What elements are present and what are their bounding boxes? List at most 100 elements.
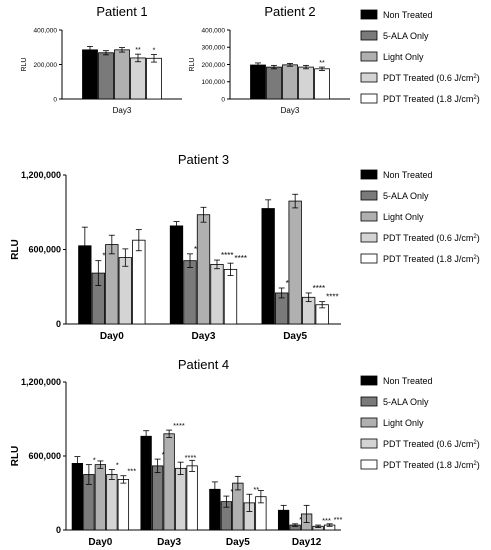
legend-label: PDT Treated (1.8 J/cm2) (383, 94, 480, 104)
significance-label: **** (326, 293, 338, 302)
legend-label-text: 5-ALA Only (383, 31, 429, 41)
significance-label: * (153, 47, 156, 54)
legend-swatch (360, 72, 378, 83)
legend-swatch (360, 253, 378, 264)
legend-label: 5-ALA Only (383, 191, 429, 201)
legend-label-text: PDT Treated (0.6 J/cm (383, 73, 473, 83)
legend-3: Non Treated 5-ALA Only Light Only PDT Treat… (360, 375, 480, 470)
y-tick-label: 0 (56, 319, 61, 329)
legend-label-sup: 2 (473, 95, 477, 101)
legend-label-text: PDT Treated (0.6 J/cm (383, 233, 473, 243)
legend-label-sup: 2 (473, 234, 477, 240)
significance-label: ** (253, 485, 259, 494)
chart-3: Patient 30600,0001,200,000RLU***Day0****… (10, 152, 341, 342)
significance-label: * (230, 487, 233, 496)
x-tick-label: Day0 (88, 537, 112, 548)
legend-label-text: PDT Treated (1.8 J/cm (383, 94, 473, 104)
legend-label-sup: 2 (473, 461, 477, 467)
legend-label-text: 5-ALA Only (383, 191, 429, 201)
y-axis-label: RLU (189, 57, 196, 71)
bar (261, 208, 275, 325)
bar (288, 200, 302, 325)
legend-label-sup: 2 (473, 255, 477, 261)
legend-swatch (360, 93, 378, 104)
y-tick-label: 400,000 (34, 27, 58, 34)
y-axis-label: RLU (21, 57, 28, 71)
legend-label: 5-ALA Only (383, 31, 429, 41)
y-tick-label: 200,000 (34, 62, 58, 69)
significance-label: * (116, 461, 119, 470)
legend-2: Non Treated 5-ALA Only Light Only PDT Treat… (360, 169, 480, 264)
legend-label-text: Non Treated (383, 376, 433, 386)
y-tick-label: 600,000 (28, 245, 61, 255)
bar (169, 225, 184, 325)
x-tick-label: Day3 (281, 106, 300, 115)
bar (186, 465, 198, 531)
significance-label: ** (135, 47, 141, 54)
significance-label: **** (313, 284, 325, 293)
chart-title: Patient 1 (96, 4, 147, 19)
bar (314, 68, 330, 100)
legend-swatch (360, 169, 378, 180)
bar (183, 260, 197, 325)
legend-swatch (360, 51, 378, 62)
bar (130, 57, 146, 100)
legend-swatch (360, 30, 378, 41)
legend-label: Light Only (383, 418, 424, 428)
legend-label-close: ) (477, 233, 480, 243)
legend-label-sup: 2 (473, 440, 477, 446)
bar (223, 268, 238, 325)
bar (114, 49, 130, 100)
x-tick-label: Day0 (100, 331, 124, 342)
chart-title: Patient 2 (264, 4, 315, 19)
bar (105, 244, 119, 325)
legend-label-close: ) (477, 460, 480, 470)
legend-label-text: Light Only (383, 418, 424, 428)
legend-swatch (360, 190, 378, 201)
legend-label-text: Light Only (383, 52, 424, 62)
bar (196, 214, 211, 325)
bar (140, 435, 152, 531)
legend-label-sup: 2 (473, 74, 477, 80)
significance-label: **** (173, 421, 185, 430)
significance-label: *** (334, 515, 343, 524)
x-tick-label: Day3 (192, 331, 216, 342)
y-axis-label: RLU (10, 446, 21, 467)
bar (163, 433, 175, 531)
legend-label-text: Light Only (383, 212, 424, 222)
y-tick-label: 300,000 (202, 45, 226, 52)
significance-label: *** (127, 467, 136, 476)
legend-label-close: ) (477, 94, 480, 104)
legend-swatch (360, 375, 378, 386)
bar (174, 467, 187, 531)
legend-label: PDT Treated (0.6 J/cm2) (383, 233, 480, 243)
x-tick-label: Day3 (157, 537, 181, 548)
bar (298, 66, 314, 100)
bar (210, 263, 224, 325)
bar (117, 479, 130, 531)
bar (71, 462, 84, 531)
legend-swatch (360, 396, 378, 407)
bar (82, 49, 98, 100)
legend-swatch (360, 438, 378, 449)
legend-swatch (360, 9, 378, 20)
legend-swatch (360, 417, 378, 428)
bar (282, 64, 298, 100)
legend-swatch (360, 459, 378, 470)
significance-label: **** (235, 254, 247, 263)
y-tick-label: 600,000 (28, 451, 61, 461)
legend-label: 5-ALA Only (383, 397, 429, 407)
legend-label-close: ) (477, 439, 480, 449)
y-tick-label: 400,000 (202, 27, 226, 34)
bar (132, 239, 146, 325)
legend-label-text: PDT Treated (1.8 J/cm (383, 460, 473, 470)
bar (98, 52, 114, 100)
bar (250, 64, 266, 100)
y-axis-label: RLU (10, 239, 21, 260)
legend-label: PDT Treated (0.6 J/cm2) (383, 439, 480, 449)
legend-label: PDT Treated (1.8 J/cm2) (383, 254, 480, 264)
legend-label-close: ) (477, 254, 480, 264)
y-tick-label: 1,200,000 (21, 377, 61, 387)
